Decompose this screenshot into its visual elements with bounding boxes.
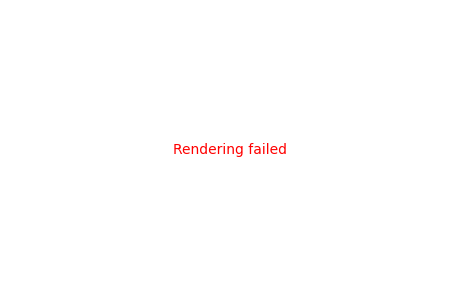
Text: Rendering failed: Rendering failed	[173, 143, 286, 157]
